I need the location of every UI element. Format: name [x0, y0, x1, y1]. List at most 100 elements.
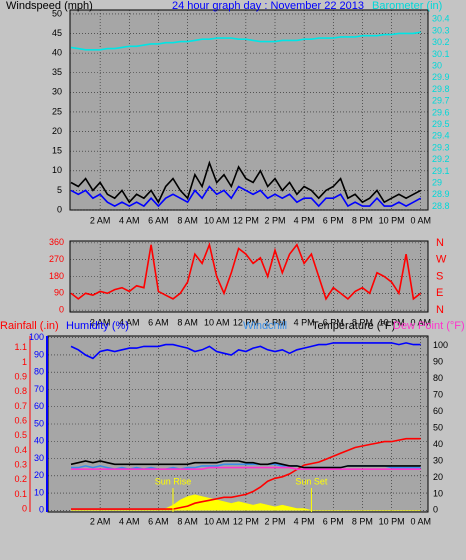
- x-tick-label: 8 PM: [352, 516, 373, 526]
- x-tick-label: 6 AM: [148, 215, 169, 225]
- y-tick-label: 60: [34, 401, 44, 411]
- y2-tick-label: 30.3: [432, 25, 450, 35]
- x-tick-label: 8 AM: [177, 215, 198, 225]
- x-tick-label: 2 PM: [264, 215, 285, 225]
- y-axis-label: Windspeed (mph): [6, 0, 93, 12]
- y-tick-label: 0: [39, 505, 44, 515]
- x-tick-label: 10 AM: [204, 215, 230, 225]
- y2-tick-label: E: [436, 287, 443, 299]
- y3-tick-label: 0.3: [14, 459, 27, 469]
- x-tick-label: 12 PM: [233, 317, 259, 327]
- x-tick-label: 0 AM: [410, 215, 431, 225]
- y-tick-label: 30: [52, 87, 62, 97]
- y2-tick-label: 0: [433, 505, 438, 515]
- y2-tick-label: 60: [433, 406, 443, 416]
- y2-tick-label: 28.9: [432, 189, 450, 199]
- y2-tick-label: 30: [432, 61, 442, 71]
- y2-tick-label: 29.2: [432, 154, 450, 164]
- y3-tick-label: 0: [22, 503, 27, 513]
- y-tick-label: 90: [34, 349, 44, 359]
- x-tick-label: 4 PM: [294, 317, 315, 327]
- y-tick-label: 30: [34, 453, 44, 463]
- y2-tick-label: 40: [433, 439, 443, 449]
- y3-tick-label: 1: [22, 357, 27, 367]
- y2-tick-label: 20: [433, 472, 443, 482]
- y2-tick-label: 29.5: [432, 119, 450, 129]
- y-tick-label: 80: [34, 367, 44, 377]
- series-line: [70, 342, 421, 360]
- y2-tick-label: 29: [432, 177, 442, 187]
- y3-tick-label: 0.4: [14, 445, 27, 455]
- y-tick-label: 25: [52, 106, 62, 116]
- series-line: [70, 460, 421, 469]
- y2-tick-label: 29.1: [432, 166, 450, 176]
- plot-area: [69, 240, 429, 313]
- x-tick-label: 8 PM: [352, 215, 373, 225]
- x-tick-label: 4 PM: [294, 215, 315, 225]
- y-tick-label: 40: [34, 436, 44, 446]
- x-tick-label: 0 AM: [410, 317, 431, 327]
- y2-tick-label: 28.8: [432, 201, 450, 211]
- y2-tick-label: 29.7: [432, 96, 450, 106]
- x-tick-label: 4 AM: [119, 516, 140, 526]
- x-tick-label: 2 PM: [264, 516, 285, 526]
- y-tick-label: 70: [34, 384, 44, 394]
- y-tick-label: 20: [52, 126, 62, 136]
- legend-label: Temperature (°F): [312, 320, 395, 332]
- y2-tick-label: 30.4: [432, 14, 450, 24]
- y3-tick-label: 0.5: [14, 430, 27, 440]
- legend-label: Humidity (%): [66, 320, 129, 332]
- y2-tick-label: 29.6: [432, 107, 450, 117]
- chart-title: 24 hour graph day : November 22 2013: [172, 0, 364, 12]
- series-line: [70, 31, 421, 51]
- y-tick-label: 0: [57, 204, 62, 214]
- y2-tick-label: 10: [433, 488, 443, 498]
- y3-tick-label: 1.1: [14, 342, 27, 352]
- y-tick-label: 35: [52, 67, 62, 77]
- series-line: [70, 185, 422, 208]
- y3-tick-label: 0.6: [14, 415, 27, 425]
- x-tick-label: 2 AM: [90, 215, 111, 225]
- x-tick-label: 6 PM: [323, 516, 344, 526]
- x-tick-label: 10 AM: [204, 516, 230, 526]
- y-tick-label: 90: [54, 288, 64, 298]
- y-tick-label: 15: [52, 146, 62, 156]
- y-tick-label: 10: [52, 165, 62, 175]
- y3-tick-label: 0.8: [14, 386, 27, 396]
- annotation: Sun Rise: [155, 476, 192, 486]
- x-tick-label: 6 AM: [148, 317, 169, 327]
- series-line: [70, 160, 422, 204]
- y-tick-label: 0: [59, 305, 64, 315]
- y2-tick-label: W: [436, 254, 447, 266]
- y2-axis-label: Barometer (in): [372, 0, 442, 12]
- y2-tick-label: 70: [433, 390, 443, 400]
- x-tick-label: 12 PM: [233, 516, 259, 526]
- x-tick-label: 2 PM: [264, 317, 285, 327]
- y2-tick-label: 90: [433, 357, 443, 367]
- x-tick-label: 6 PM: [323, 215, 344, 225]
- y2-tick-label: 29.4: [432, 131, 450, 141]
- legend-label: Windchill: [243, 320, 287, 332]
- x-tick-label: 6 AM: [148, 516, 169, 526]
- x-tick-label: 4 PM: [294, 516, 315, 526]
- x-tick-label: 6 PM: [323, 317, 344, 327]
- x-tick-label: 0 AM: [410, 516, 431, 526]
- x-tick-label: 4 AM: [119, 317, 140, 327]
- legend-label: Rainfall (.in): [0, 320, 59, 332]
- plot-area: [69, 9, 429, 211]
- y2-tick-label: 29.9: [432, 72, 450, 82]
- y2-tick-label: 29.3: [432, 142, 450, 152]
- y2-tick-label: 30: [433, 455, 443, 465]
- y3-tick-label: 0.7: [14, 401, 27, 411]
- y2-tick-label: 30.2: [432, 37, 450, 47]
- x-tick-label: 10 PM: [379, 317, 405, 327]
- y3-tick-label: 0.2: [14, 474, 27, 484]
- x-tick-label: 10 AM: [204, 317, 230, 327]
- y-tick-label: 360: [49, 237, 64, 247]
- y2-tick-label: N: [436, 237, 444, 249]
- y-tick-label: 10: [34, 487, 44, 497]
- x-tick-label: 2 AM: [90, 317, 111, 327]
- y2-tick-label: 50: [433, 422, 443, 432]
- area: [70, 494, 422, 511]
